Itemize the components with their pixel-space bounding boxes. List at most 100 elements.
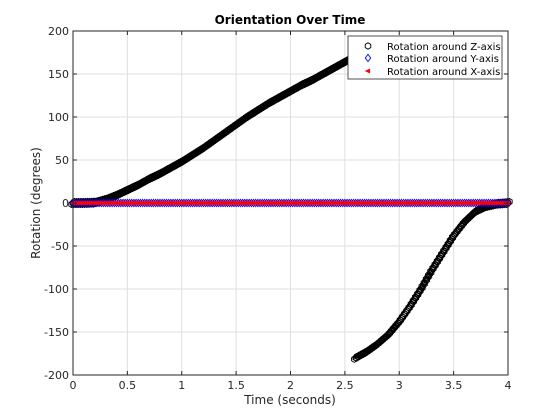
z-rotation-point	[293, 83, 300, 92]
z-rotation-point	[153, 170, 161, 179]
x-tick-label: 3.5	[445, 379, 463, 392]
z-rotation-point	[137, 180, 144, 188]
z-rotation-point	[256, 105, 263, 113]
z-rotation-point	[169, 162, 176, 171]
z-rotation-point	[420, 279, 428, 287]
z-rotation-point	[154, 171, 162, 179]
z-rotation-point	[197, 145, 204, 154]
z-rotation-point	[251, 107, 259, 116]
z-rotation-point	[327, 65, 335, 73]
z-rotation-point	[395, 319, 402, 327]
z-rotation-point	[352, 354, 359, 362]
z-rotation-point	[336, 60, 343, 68]
z-rotation-point	[173, 160, 180, 168]
series-z	[68, 47, 513, 363]
z-rotation-point	[414, 290, 422, 299]
z-rotation-point	[419, 283, 426, 292]
z-rotation-point	[184, 153, 191, 162]
z-rotation-point	[284, 88, 291, 96]
x-tick-label: 4	[505, 379, 512, 392]
z-rotation-point	[116, 189, 124, 197]
z-rotation-point	[311, 75, 318, 83]
z-rotation-point	[426, 270, 433, 278]
z-rotation-point	[297, 81, 304, 89]
z-rotation-point	[162, 166, 169, 174]
z-rotation-point	[282, 89, 289, 98]
z-rotation-point	[353, 352, 361, 361]
z-rotation-point	[290, 84, 298, 93]
z-rotation-point	[145, 175, 152, 183]
z-rotation-point	[427, 268, 435, 277]
z-rotation-point	[393, 321, 400, 330]
z-rotation-point	[299, 80, 306, 88]
z-rotation-point	[227, 124, 235, 132]
z-rotation-point	[201, 142, 209, 151]
z-rotation-point	[440, 247, 448, 256]
z-rotation-point	[279, 90, 287, 99]
z-rotation-point	[212, 135, 220, 143]
z-rotation-point	[319, 70, 326, 78]
z-rotation-point	[219, 130, 226, 138]
z-rotation-point	[362, 347, 370, 356]
y-axis-label: Rotation (degrees)	[29, 147, 43, 259]
z-rotation-point	[443, 244, 450, 252]
z-rotation-point	[408, 301, 415, 309]
z-rotation-point	[249, 109, 256, 117]
z-rotation-point	[138, 178, 146, 187]
z-rotation-point	[112, 191, 119, 199]
z-rotation-point	[301, 79, 309, 87]
z-rotation-point	[245, 111, 252, 120]
z-rotation-point	[325, 66, 333, 74]
z-rotation-point	[384, 331, 391, 339]
legend-box	[347, 35, 503, 80]
z-rotation-point	[266, 98, 274, 106]
z-rotation-point	[179, 156, 187, 165]
z-rotation-point	[354, 352, 362, 361]
legend-label-x: Rotation around X-axis	[387, 67, 500, 78]
z-rotation-point	[390, 324, 398, 332]
z-rotation-point	[238, 116, 246, 124]
z-rotation-point	[447, 237, 454, 245]
z-rotation-point	[306, 76, 313, 85]
z-rotation-point	[321, 68, 328, 77]
z-rotation-point	[260, 102, 267, 110]
z-rotation-point	[399, 313, 407, 321]
tick-labels: 0 0.5 1 1.5 2 2.5 3 3.5 4 -200 -150 -100 -50 0 50 100 15…	[44, 25, 511, 392]
y-tick-label: -200	[44, 369, 69, 382]
z-rotation-point	[303, 78, 311, 86]
z-rotation-point	[417, 287, 424, 295]
z-rotation-point	[456, 225, 463, 233]
z-rotation-point	[277, 92, 285, 100]
z-rotation-point	[424, 273, 431, 282]
z-rotation-point	[364, 346, 372, 355]
z-rotation-point	[432, 261, 439, 269]
z-rotation-point	[135, 181, 142, 189]
z-rotation-point	[316, 71, 324, 79]
z-rotation-point	[338, 59, 346, 67]
z-rotation-point	[142, 176, 150, 184]
z-rotation-point	[177, 157, 185, 166]
z-rotation-point	[288, 86, 296, 94]
z-rotation-point	[223, 127, 230, 135]
y-tick-label: 100	[48, 111, 69, 124]
z-rotation-point	[166, 163, 174, 172]
z-rotation-point	[134, 180, 141, 189]
z-rotation-point	[125, 184, 133, 193]
z-rotation-point	[225, 125, 233, 134]
ticks	[72, 30, 509, 376]
z-rotation-point	[417, 285, 425, 293]
z-rotation-point	[295, 82, 302, 90]
z-rotation-point	[186, 152, 193, 160]
z-rotation-point	[473, 206, 480, 214]
z-rotation-point	[471, 208, 478, 216]
z-rotation-point	[156, 170, 164, 178]
z-rotation-point	[147, 173, 154, 182]
z-rotation-point	[419, 281, 427, 289]
z-rotation-point	[158, 168, 166, 177]
x-tick-label: 1	[178, 379, 185, 392]
legend-marker-y	[364, 53, 372, 63]
z-rotation-point	[412, 294, 420, 302]
z-rotation-point	[275, 93, 283, 101]
z-rotation-point	[203, 141, 211, 149]
z-rotation-point	[258, 103, 265, 112]
